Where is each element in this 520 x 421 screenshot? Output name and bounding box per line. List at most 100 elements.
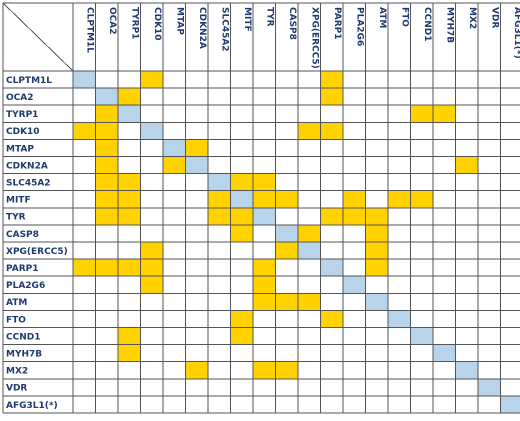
highlight-cell-slc45a2-tyr — [253, 174, 276, 191]
highlight-cell-fto-mitf — [231, 310, 254, 327]
highlight-cell-casp8-xpg-ercc5 — [298, 225, 321, 242]
empty-cell-oca2-casp8 — [276, 88, 299, 105]
empty-cell-casp8-cdk10 — [141, 225, 164, 242]
empty-cell-afg3l1-parp1 — [321, 396, 344, 413]
row-label-xpg-ercc5: XPG(ERCC5) — [6, 247, 68, 257]
diagonal-cell-mitf-mitf — [231, 191, 254, 208]
empty-cell-ccnd1-parp1 — [321, 328, 344, 345]
empty-cell-fto-myh7b — [433, 310, 456, 327]
empty-cell-afg3l1-ccnd1 — [411, 396, 434, 413]
empty-cell-myh7b-fto — [388, 345, 411, 362]
row-label-mitf: MITF — [6, 196, 31, 206]
empty-cell-oca2-ccnd1 — [411, 88, 434, 105]
empty-cell-cdk10-slc45a2 — [208, 122, 231, 139]
empty-cell-tyrp1-tyr — [253, 105, 276, 122]
row-label-tyr: TYR — [6, 213, 26, 223]
empty-cell-tyr-myh7b — [433, 208, 456, 225]
empty-cell-mx2-xpg-ercc5 — [298, 362, 321, 379]
highlight-cell-mitf-tyr — [253, 191, 276, 208]
highlight-cell-tyrp1-myh7b — [433, 105, 456, 122]
empty-cell-afg3l1-mx2 — [456, 396, 479, 413]
empty-cell-atm-afg3l1 — [501, 293, 520, 310]
empty-cell-xpg-ercc5-pla2g6 — [343, 242, 366, 259]
empty-cell-parp1-cdkn2a — [186, 259, 209, 276]
empty-cell-atm-parp1 — [321, 293, 344, 310]
highlight-cell-ccnd1-tyrp1 — [118, 328, 141, 345]
diagonal-cell-ccnd1-ccnd1 — [411, 328, 434, 345]
empty-cell-tyrp1-slc45a2 — [208, 105, 231, 122]
empty-cell-mitf-atm — [366, 191, 389, 208]
empty-cell-cdk10-mtap — [163, 122, 186, 139]
empty-cell-afg3l1-tyr — [253, 396, 276, 413]
empty-cell-xpg-ercc5-tyrp1 — [118, 242, 141, 259]
empty-cell-clptm1l-xpg-ercc5 — [298, 71, 321, 88]
empty-cell-ccnd1-fto — [388, 328, 411, 345]
empty-cell-mtap-mitf — [231, 139, 254, 156]
empty-cell-atm-pla2g6 — [343, 293, 366, 310]
highlight-cell-mitf-ccnd1 — [411, 191, 434, 208]
empty-cell-casp8-mtap — [163, 225, 186, 242]
empty-cell-ccnd1-mx2 — [456, 328, 479, 345]
empty-cell-slc45a2-clptm1l — [73, 174, 96, 191]
highlight-cell-tyrp1-ccnd1 — [411, 105, 434, 122]
empty-cell-mx2-mitf — [231, 362, 254, 379]
empty-cell-atm-cdkn2a — [186, 293, 209, 310]
empty-cell-fto-vdr — [478, 310, 501, 327]
column-header-clptm1l: CLPTM1L — [84, 7, 94, 53]
empty-cell-ccnd1-clptm1l — [73, 328, 96, 345]
empty-cell-mitf-xpg-ercc5 — [298, 191, 321, 208]
empty-cell-pla2g6-atm — [366, 276, 389, 293]
empty-cell-slc45a2-xpg-ercc5 — [298, 174, 321, 191]
column-header-afg3l1: AFG3L1(*) — [512, 7, 520, 59]
empty-cell-cdkn2a-xpg-ercc5 — [298, 157, 321, 174]
empty-cell-mx2-fto — [388, 362, 411, 379]
empty-cell-clptm1l-afg3l1 — [501, 71, 520, 88]
diagonal-cell-casp8-casp8 — [276, 225, 299, 242]
column-header-mtap: MTAP — [174, 7, 184, 35]
empty-cell-afg3l1-vdr — [478, 396, 501, 413]
empty-cell-vdr-mx2 — [456, 379, 479, 396]
empty-cell-atm-mx2 — [456, 293, 479, 310]
empty-cell-clptm1l-tyrp1 — [118, 71, 141, 88]
empty-cell-fto-oca2 — [96, 310, 119, 327]
diagonal-cell-mtap-mtap — [163, 139, 186, 156]
empty-cell-atm-slc45a2 — [208, 293, 231, 310]
diagonal-cell-cdkn2a-cdkn2a — [186, 157, 209, 174]
highlight-cell-tyrp1-oca2 — [96, 105, 119, 122]
empty-cell-tyrp1-pla2g6 — [343, 105, 366, 122]
empty-cell-casp8-cdkn2a — [186, 225, 209, 242]
empty-cell-pla2g6-ccnd1 — [411, 276, 434, 293]
empty-cell-clptm1l-casp8 — [276, 71, 299, 88]
empty-cell-afg3l1-cdkn2a — [186, 396, 209, 413]
empty-cell-tyrp1-casp8 — [276, 105, 299, 122]
empty-cell-casp8-vdr — [478, 225, 501, 242]
highlight-cell-cdkn2a-mtap — [163, 157, 186, 174]
empty-cell-cdkn2a-tyrp1 — [118, 157, 141, 174]
empty-cell-vdr-cdkn2a — [186, 379, 209, 396]
highlight-cell-fto-parp1 — [321, 310, 344, 327]
empty-cell-mtap-tyrp1 — [118, 139, 141, 156]
empty-cell-oca2-myh7b — [433, 88, 456, 105]
empty-cell-casp8-parp1 — [321, 225, 344, 242]
empty-cell-mx2-parp1 — [321, 362, 344, 379]
empty-cell-mitf-vdr — [478, 191, 501, 208]
highlight-cell-oca2-parp1 — [321, 88, 344, 105]
empty-cell-afg3l1-clptm1l — [73, 396, 96, 413]
empty-cell-casp8-oca2 — [96, 225, 119, 242]
empty-cell-tyr-cdk10 — [141, 208, 164, 225]
empty-cell-atm-myh7b — [433, 293, 456, 310]
empty-cell-fto-cdkn2a — [186, 310, 209, 327]
column-header-cdk10: CDK10 — [152, 7, 162, 41]
empty-cell-cdk10-mitf — [231, 122, 254, 139]
column-header-oca2: OCA2 — [107, 7, 117, 34]
empty-cell-cdkn2a-parp1 — [321, 157, 344, 174]
row-label-ccnd1: CCND1 — [6, 332, 40, 342]
empty-cell-ccnd1-vdr — [478, 328, 501, 345]
empty-cell-vdr-afg3l1 — [501, 379, 520, 396]
highlight-cell-myh7b-tyrp1 — [118, 345, 141, 362]
empty-cell-casp8-fto — [388, 225, 411, 242]
empty-cell-fto-atm — [366, 310, 389, 327]
highlight-cell-mitf-oca2 — [96, 191, 119, 208]
empty-cell-tyrp1-fto — [388, 105, 411, 122]
